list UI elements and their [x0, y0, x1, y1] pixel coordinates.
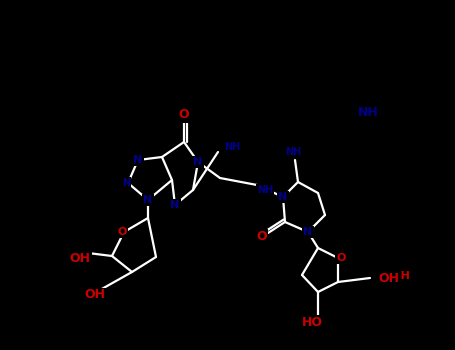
Text: N: N [303, 227, 313, 237]
Text: NH: NH [285, 147, 301, 157]
Text: O: O [117, 227, 126, 237]
Text: OH: OH [85, 288, 106, 301]
Text: N: N [122, 178, 130, 188]
Text: NH: NH [358, 105, 379, 119]
Text: NH: NH [257, 185, 273, 195]
Text: N: N [133, 155, 142, 165]
Text: OH: OH [378, 272, 399, 285]
Text: NH: NH [224, 142, 240, 152]
Text: O: O [336, 253, 346, 263]
Text: N: N [143, 195, 152, 205]
Text: HOH: HOH [382, 271, 410, 281]
Text: OH: OH [70, 252, 91, 265]
Text: N: N [278, 192, 288, 202]
Text: HO: HO [302, 315, 323, 329]
Text: N: N [193, 157, 202, 167]
Text: N: N [170, 200, 180, 210]
Text: O: O [179, 108, 189, 121]
Text: O: O [257, 230, 268, 243]
